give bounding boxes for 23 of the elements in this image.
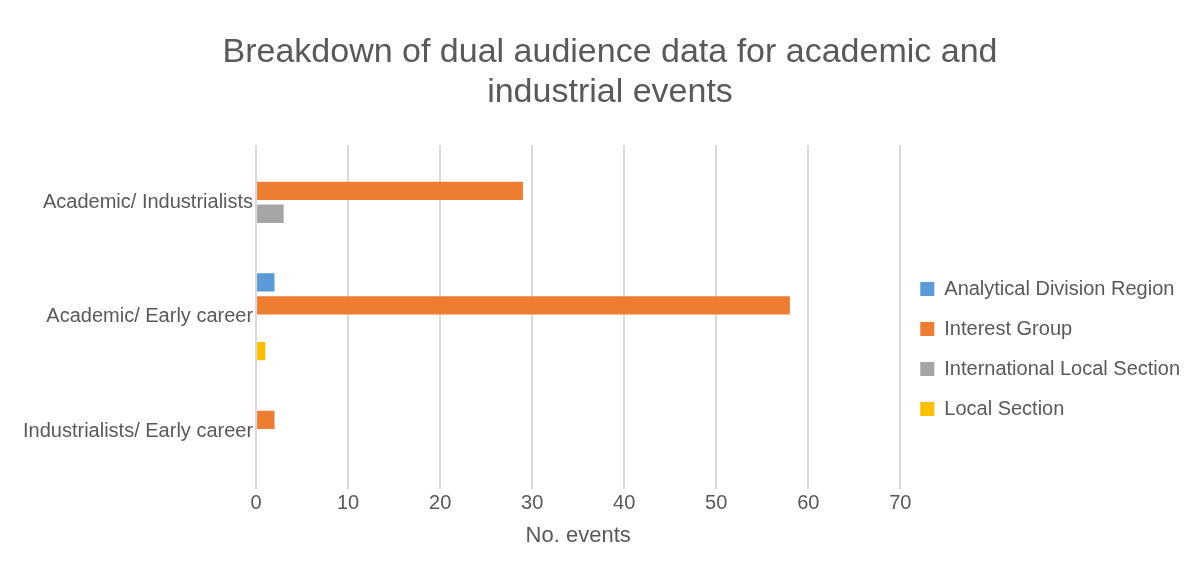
y-tick-label: Industrialists/ Early career <box>23 418 254 441</box>
x-tick-label: 30 <box>521 491 544 514</box>
bar <box>257 181 523 200</box>
bar <box>257 204 284 223</box>
x-tick-label: 20 <box>429 491 452 514</box>
x-tick-label: 10 <box>336 491 360 514</box>
x-tick-label: 0 <box>250 491 262 514</box>
bar <box>257 273 275 292</box>
y-tick-label: Academic/ Industrialists <box>43 189 254 212</box>
legend-label: Interest Group <box>944 316 1073 339</box>
x-tick-label: 70 <box>889 491 912 514</box>
y-tick-label: Academic/ Early career <box>46 304 254 327</box>
legend-label: International Local Section <box>944 356 1181 379</box>
legend-label: Analytical Division Region <box>944 276 1175 299</box>
bar <box>257 296 790 315</box>
x-tick-label: 60 <box>797 491 820 514</box>
x-tick-label: 50 <box>705 491 728 514</box>
bar <box>257 410 275 430</box>
bar <box>257 342 266 361</box>
x-tick-label: 40 <box>613 491 636 514</box>
x-axis-title: No. events <box>525 521 631 547</box>
chart-title: Breakdown of dual audience data for academic and industrial events <box>221 30 999 110</box>
legend-label: Local Section <box>944 396 1065 419</box>
